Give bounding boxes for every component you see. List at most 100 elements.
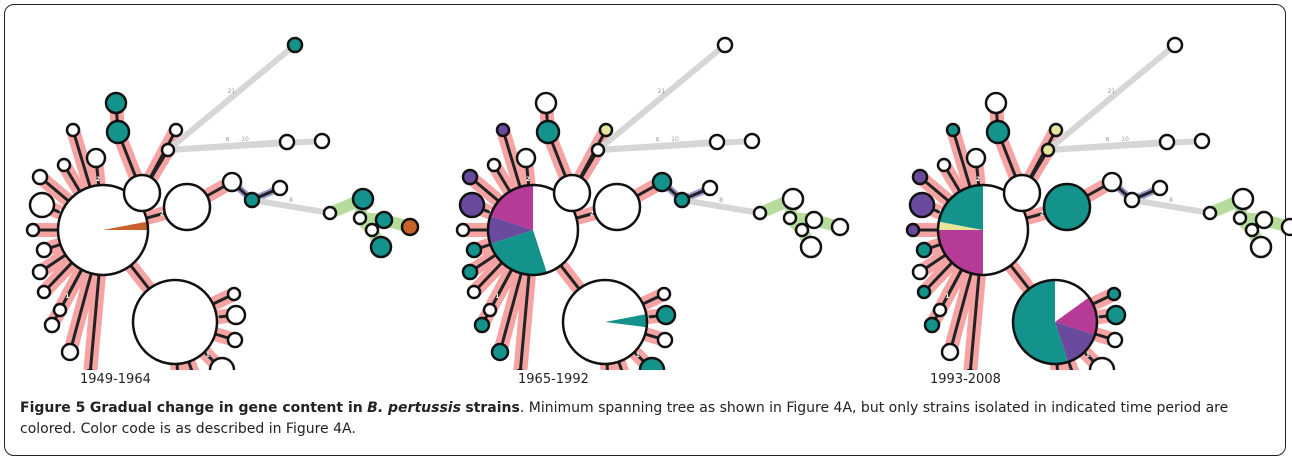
edge-label: 8: [289, 197, 293, 204]
edge: [249, 197, 333, 216]
caption-species: B. pertussis: [367, 400, 461, 416]
caption-title: Gradual change in gene content in: [89, 400, 363, 416]
node: [701, 179, 719, 197]
node: [473, 316, 491, 334]
pie-slice: [938, 230, 983, 275]
node: [656, 331, 674, 349]
node-outline: [486, 183, 580, 277]
edge-label: 1: [945, 293, 949, 300]
node: [752, 205, 768, 221]
edge-label: 2: [976, 176, 980, 183]
node: [225, 304, 247, 326]
edge-label: 2: [1040, 210, 1044, 217]
pie-slice: [1055, 322, 1095, 362]
pie-slice: [1013, 280, 1068, 364]
node: [590, 142, 606, 158]
node: [226, 286, 242, 302]
edge-label: 21: [228, 88, 236, 95]
node: [374, 210, 394, 230]
node: [28, 191, 56, 219]
node: [43, 316, 61, 334]
node: [911, 263, 929, 281]
tree: 21610821121121: [455, 36, 850, 370]
panel-label: 1965-1992: [518, 372, 589, 387]
node: [1249, 235, 1273, 259]
node: [400, 217, 420, 237]
node: [534, 91, 558, 115]
edge-label: 1: [1086, 352, 1090, 359]
node: [52, 302, 68, 318]
edge: [679, 197, 763, 216]
node: [1232, 210, 1248, 226]
edge-label: 2: [96, 176, 100, 183]
edge: [595, 138, 755, 153]
node: [105, 119, 131, 145]
node: [131, 278, 219, 366]
edge-label: 10: [671, 136, 679, 143]
node: [243, 191, 261, 209]
node: [656, 286, 672, 302]
node: [592, 182, 642, 232]
pie-slice: [58, 184, 148, 275]
tree: 21610821121121: [25, 36, 420, 370]
node: [60, 342, 80, 362]
node: [1280, 217, 1292, 237]
node: [25, 222, 41, 238]
edge-label: 1: [65, 293, 69, 300]
node: [461, 168, 479, 186]
edge: [165, 42, 298, 153]
node: [1202, 205, 1218, 221]
node: [486, 157, 502, 173]
edge: [1129, 197, 1213, 216]
caption: Figure 5 Gradual change in gene content …: [20, 398, 1272, 440]
node: [455, 222, 471, 238]
node: [495, 122, 511, 138]
node: [1254, 210, 1274, 230]
node: [85, 147, 107, 169]
node: [515, 147, 537, 169]
edge-label: 1: [206, 352, 210, 359]
caption-label: Figure 5: [20, 400, 86, 416]
node: [794, 222, 810, 238]
node: [1231, 187, 1255, 211]
node: [799, 235, 823, 259]
node: [313, 132, 331, 150]
node: [35, 241, 53, 259]
node: [638, 356, 666, 370]
edge-label: 10: [241, 136, 249, 143]
node: [351, 187, 375, 211]
pie-slice: [1055, 280, 1089, 322]
node: [490, 342, 510, 362]
edge: [1045, 138, 1205, 153]
edge-label: 8: [719, 197, 723, 204]
node: [915, 241, 933, 259]
node: [278, 133, 296, 151]
node: [552, 173, 592, 213]
panel-label: 1949-1964: [80, 372, 151, 387]
node: [65, 122, 81, 138]
pie-slice: [605, 314, 647, 328]
edge-label: 21: [658, 88, 666, 95]
node: [461, 263, 479, 281]
node-outline: [1011, 278, 1099, 366]
node: [651, 171, 673, 193]
node: [31, 168, 49, 186]
edge-label: 6: [226, 137, 230, 144]
node: [905, 222, 921, 238]
node: [985, 119, 1011, 145]
edge-label: 2: [590, 210, 594, 217]
node: [466, 284, 482, 300]
pie-slice: [938, 221, 983, 230]
node: [782, 210, 798, 226]
pie-slice: [490, 185, 533, 230]
node: [804, 210, 824, 230]
node: [1106, 286, 1122, 302]
pie-slice: [1055, 297, 1097, 335]
node: [743, 132, 761, 150]
edge-label: 6: [656, 137, 660, 144]
node: [271, 179, 289, 197]
node: [482, 302, 498, 318]
node: [932, 302, 948, 318]
node: [160, 142, 176, 158]
